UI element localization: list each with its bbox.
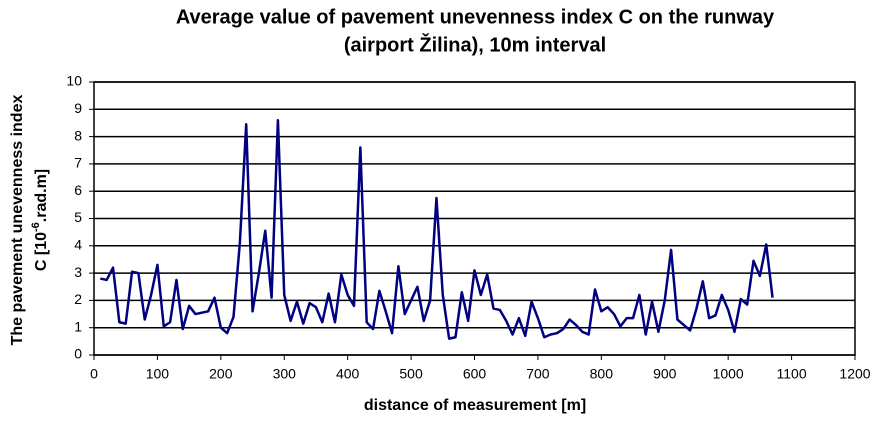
x-tick-label: 1100 (777, 366, 807, 382)
y-tick-label: 3 (74, 264, 82, 280)
x-axis-label: distance of measurement [m] (364, 397, 586, 414)
x-tick-label: 200 (209, 366, 233, 382)
plot-border (93, 81, 856, 356)
x-tick-label: 400 (336, 366, 360, 382)
y-tick-label: 1 (74, 318, 82, 334)
x-tick-label: 1200 (839, 366, 870, 382)
y-tick-label: 6 (74, 182, 82, 198)
y-axis-label-sup: -6 (30, 222, 42, 232)
y-tick-label: 10 (66, 73, 82, 89)
y-tick-label: 4 (74, 237, 82, 253)
x-tick-label: 600 (463, 366, 487, 382)
y-tick-label: 9 (74, 100, 82, 116)
x-tick-label: 1000 (713, 366, 744, 382)
y-tick-label: 0 (74, 346, 82, 362)
y-axis-label: C [10-6.rad.m] (30, 169, 50, 271)
x-tick-label: 0 (90, 366, 98, 382)
y-tick-label: 7 (74, 155, 82, 171)
y-axis-label: The pavement unevenness index (9, 95, 26, 346)
y-tick-label: 8 (74, 127, 82, 143)
x-tick-label: 900 (653, 366, 677, 382)
chart-title: Average value of pavement unevenness ind… (176, 6, 775, 28)
x-tick-label: 800 (590, 366, 614, 382)
data-line (100, 118, 774, 340)
chart-title: (airport Žilina), 10m interval (344, 32, 606, 56)
y-tick-label: 5 (74, 209, 82, 225)
y-axis-label-part: .rad.m] (33, 169, 50, 222)
x-tick-label: 300 (273, 366, 297, 382)
y-tick-label: 2 (74, 291, 82, 307)
y-axis-label-part: C [10 (33, 232, 50, 271)
x-tick-label: 100 (146, 366, 170, 382)
x-tick-label: 700 (526, 366, 550, 382)
x-tick-label: 500 (399, 366, 423, 382)
